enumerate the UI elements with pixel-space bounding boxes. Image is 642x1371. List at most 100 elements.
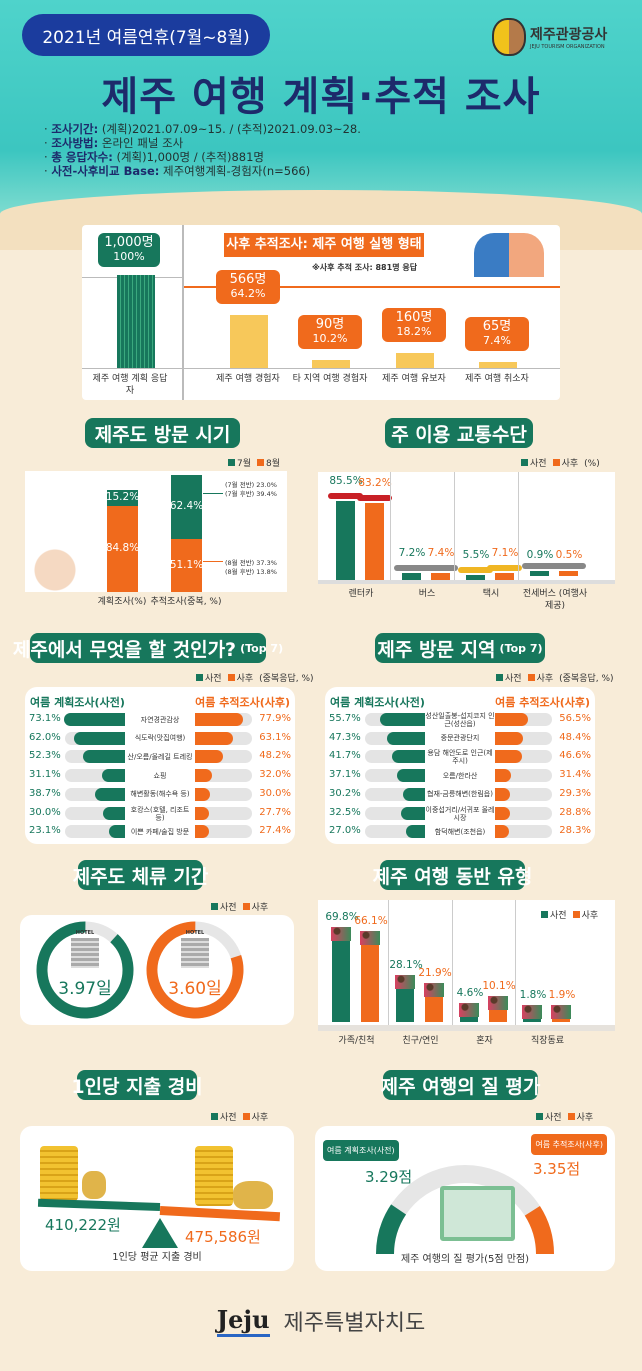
heading-spending: 1인당 지출 경비 — [71, 1070, 203, 1100]
group-divider — [388, 900, 389, 1025]
bar-0 — [117, 274, 155, 368]
group-divider — [452, 900, 453, 1025]
bar-post — [190, 731, 233, 745]
pre-value: 3.29점 — [365, 1168, 413, 1186]
post-value: 48.2% — [259, 750, 291, 762]
legend-label: 사전 — [505, 674, 522, 684]
bar-jul — [107, 490, 138, 506]
bar-post — [490, 769, 512, 783]
timing-annotation: (7월 전반) 23.0% — [225, 481, 277, 489]
quality-panel: 여름 계획조사(사전) 3.29점 여름 추적조사(사후) 3.35점 제주 여행의 질… — [315, 1126, 615, 1271]
percent-label: 18.2% — [396, 325, 432, 339]
legend-label: 사전 — [550, 911, 567, 921]
pre-value: 52.3% — [29, 750, 61, 762]
bar-1 — [230, 315, 268, 368]
car-icon — [328, 493, 363, 500]
bar — [495, 573, 514, 580]
legend: 7월 8월 — [222, 456, 280, 469]
timing-annotation: (8월 후반) 13.8% — [225, 568, 277, 576]
group-divider — [518, 472, 519, 580]
value-label: 85.5% — [329, 475, 363, 488]
percent-label: 10.2% — [312, 331, 348, 345]
heading-stay: 제주도 체류 기간 — [73, 860, 208, 890]
legend: 사전 사후 — [530, 1110, 593, 1123]
spending-panel: 410,222원 475,586원 1인당 평균 지출 경비 — [20, 1126, 294, 1271]
bar-pre — [387, 731, 430, 745]
value-label: 83.2% — [358, 477, 392, 490]
legend-swatch — [541, 911, 548, 918]
heading-quality: 제주 여행의 질 평가 — [381, 1070, 540, 1100]
post-value: 77.9% — [259, 713, 291, 724]
category-label: 자연경관감상 — [125, 712, 195, 727]
category-label: 타 지역 여행 경험자 — [292, 374, 368, 384]
companion-panel: 69.8% 66.1% 가족/친척 28.1% 21.9% 친구/연인 4.6% 10.1% 혼… — [318, 900, 615, 1046]
post-value: 48.4% — [559, 731, 591, 743]
value-label: 7.4% — [427, 547, 455, 560]
money-bag-icon — [233, 1181, 273, 1209]
activities-panel: 여름 계획조사(사전) 여름 추적조사(사후) 자연경관감상 73.1% 77.9% 식도… — [25, 687, 295, 844]
value-label: 5.5% — [462, 548, 490, 561]
legend-label: 사후 — [536, 674, 554, 684]
legend-swatch — [521, 459, 528, 466]
right-title: 여름 추적조사(사후) — [495, 696, 590, 709]
bar-pre — [405, 825, 430, 839]
legend-swatch — [227, 674, 235, 681]
legend-label: 사후 — [251, 1113, 269, 1123]
category-label: 렌터카 — [348, 589, 374, 599]
right-title: 여름 추적조사(사후) — [195, 696, 290, 709]
value-label: 69.8% — [325, 911, 359, 924]
post-value: 56.5% — [559, 713, 591, 724]
category-label: 제주 여행 계획 응답자 — [92, 374, 168, 396]
legend-swatch — [211, 903, 218, 910]
jto-logo: 제주관광공사 JEJU TOURISM ORGANIZATION — [492, 18, 607, 56]
bar — [552, 1019, 570, 1022]
section-title: 제주에서 무엇을 할 것인가? — [12, 638, 237, 661]
bar-pre — [82, 750, 130, 764]
count-label: 160명 — [395, 310, 433, 326]
stay-value: 3.60일 — [168, 979, 222, 999]
timing-annotation: (7월 후반) 39.4% — [225, 490, 277, 498]
legend-label: 사후 — [581, 911, 599, 921]
pre-value: 32.5% — [329, 806, 361, 818]
post-bubble: 여름 추적조사(사후) — [531, 1134, 607, 1155]
people-icon — [488, 996, 508, 1011]
hotel-icon — [181, 938, 209, 968]
legend-label: 사후 — [251, 903, 269, 913]
coin-stack-icon — [40, 1146, 78, 1201]
section-title: 제주도 방문 시기 — [94, 423, 231, 446]
people-icon — [424, 982, 444, 997]
post-value: 28.3% — [559, 825, 591, 837]
bar-post — [190, 769, 212, 783]
period-pill: 2021년 여름연휴(7월~8월) — [22, 14, 270, 56]
bar — [396, 989, 414, 1022]
stay-donut — [146, 921, 244, 1019]
section-title: 제주도 체류 기간 — [72, 865, 209, 888]
heading-transport: 주 이용 교통수단 — [385, 418, 533, 448]
bar-pre — [74, 731, 130, 745]
page-title: 제주 여행 계획·추적 조사 — [101, 74, 541, 120]
hotel-icon — [71, 938, 99, 968]
value-label: 1.8% — [519, 989, 547, 1001]
legend-swatch — [572, 911, 580, 918]
value-bubble: 160명 18.2% — [382, 308, 446, 343]
bar-3 — [396, 353, 434, 368]
gauge-pre — [376, 1204, 407, 1255]
execution-panel: 사후 추적조사: 제주 여행 실행 형태 ※사후 추적 조사: 881명 응답 1,… — [82, 225, 560, 400]
bar-2 — [312, 359, 350, 368]
left-title: 여름 계획조사(사전) — [330, 696, 425, 709]
bar-post — [190, 750, 223, 764]
bar — [332, 941, 350, 1022]
bar-jul — [171, 475, 202, 540]
bar-pre — [379, 713, 430, 726]
value-label: 1.9% — [548, 989, 576, 1001]
bar-post — [490, 713, 529, 726]
people-icon — [395, 975, 415, 990]
post-value: 27.7% — [259, 806, 291, 818]
category-label: 택시 — [482, 589, 500, 599]
bar-4 — [479, 361, 517, 368]
stay-value: 3.97일 — [58, 979, 112, 999]
legend-swatch — [536, 1113, 543, 1120]
post-value: 27.4% — [259, 825, 291, 837]
legend-unit: (중복응답, %) — [559, 674, 614, 684]
timing-annotation: (8월 전반) 37.3% — [225, 559, 277, 567]
